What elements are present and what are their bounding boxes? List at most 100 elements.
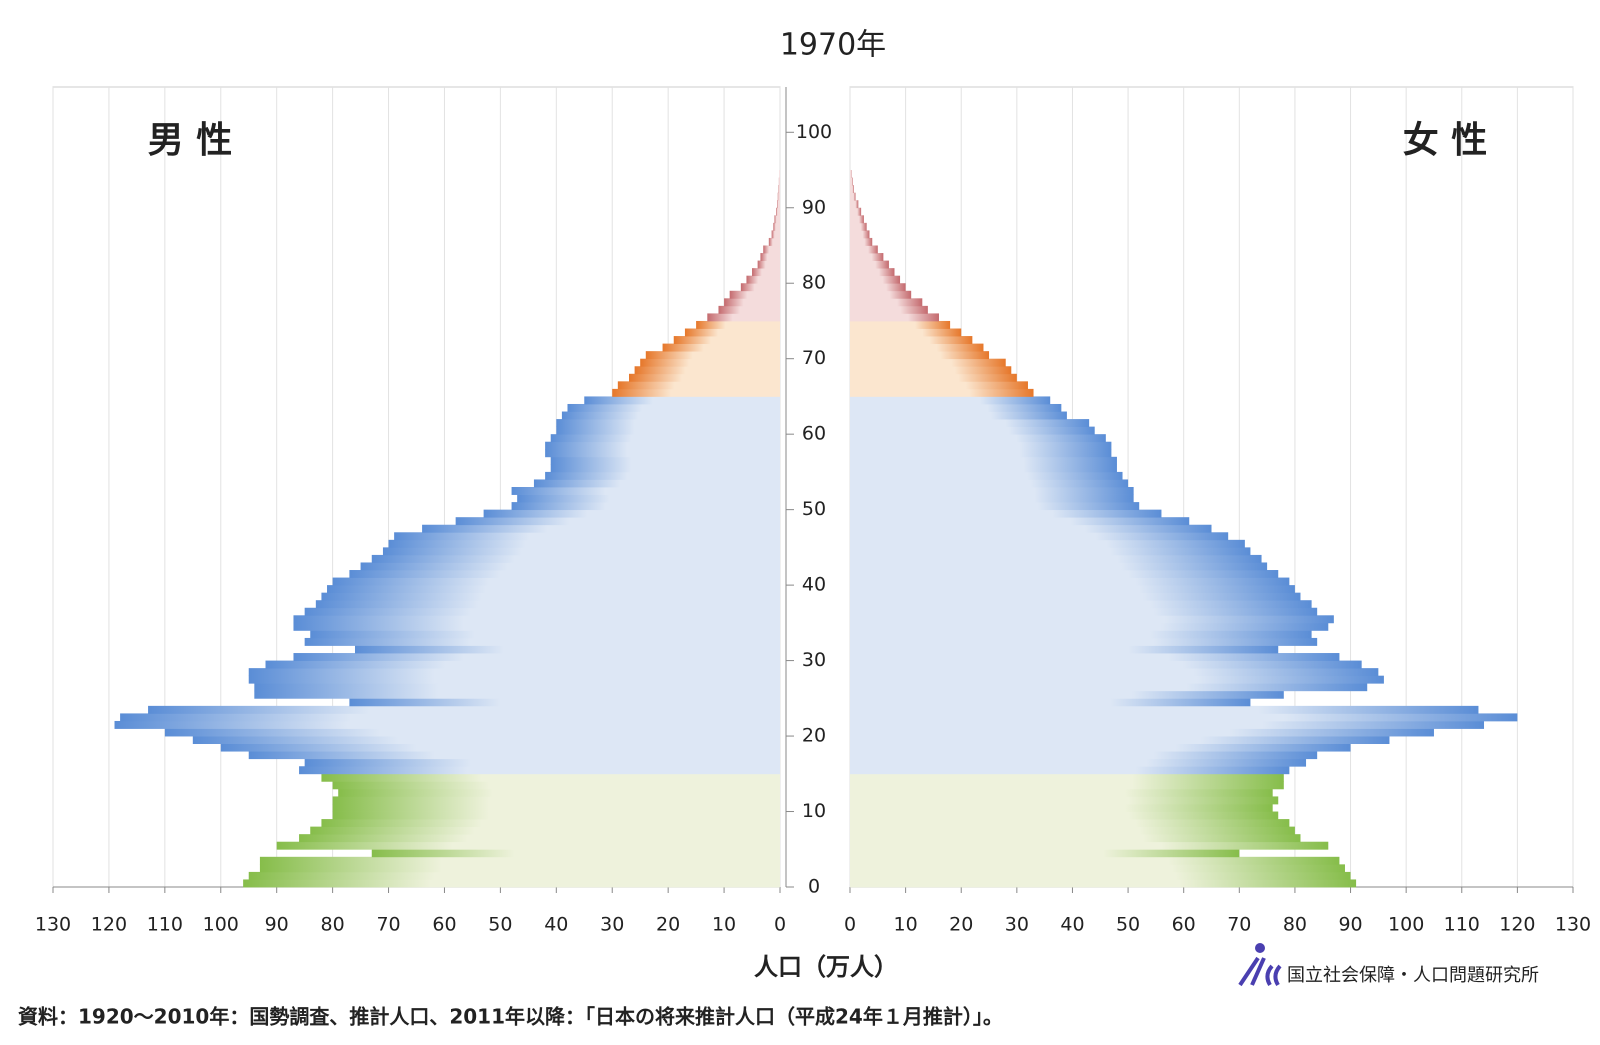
x-tick-label: 100 <box>1388 914 1424 936</box>
bar <box>850 766 1290 775</box>
x-tick-label: 10 <box>894 914 918 936</box>
y-tick-label: 40 <box>802 574 826 596</box>
bar <box>774 215 780 224</box>
bar <box>388 539 780 548</box>
bar <box>850 585 1295 594</box>
x-tick-label: 10 <box>712 914 736 936</box>
bar <box>332 811 780 820</box>
x-tick-label: 70 <box>1227 914 1251 936</box>
bar <box>850 200 859 209</box>
bar <box>850 426 1095 435</box>
bar <box>850 185 854 194</box>
bar <box>850 177 853 186</box>
chart-title: 1970年 <box>780 28 886 63</box>
bar <box>850 690 1284 699</box>
bar <box>550 434 780 443</box>
bar <box>850 260 889 269</box>
bar <box>777 192 780 201</box>
bar <box>850 351 990 360</box>
bar <box>696 320 780 329</box>
bar <box>850 381 1028 390</box>
bar <box>850 683 1368 692</box>
x-tick-label: 130 <box>1555 914 1591 936</box>
y-tick-label: 60 <box>802 423 826 445</box>
bar <box>850 502 1140 511</box>
bar <box>850 562 1268 571</box>
x-tick-label: 60 <box>1172 914 1196 936</box>
x-tick-label: 30 <box>1005 914 1029 936</box>
bar <box>850 849 1240 858</box>
bar <box>707 313 780 322</box>
bar <box>778 185 780 194</box>
bar <box>248 675 780 684</box>
bar <box>850 773 1284 782</box>
x-tick-label: 60 <box>432 914 456 936</box>
bar <box>850 268 895 277</box>
y-tick-label: 70 <box>802 347 826 369</box>
bar <box>220 743 780 752</box>
logo: 国立社会保障・人口問題研究所 <box>1238 943 1539 987</box>
bar <box>556 419 780 428</box>
x-tick-label: 0 <box>844 914 856 936</box>
bar <box>561 411 780 420</box>
bar <box>148 705 781 714</box>
x-tick-label: 110 <box>1444 914 1480 936</box>
bar <box>850 456 1117 465</box>
bar <box>315 600 780 609</box>
x-tick-label: 80 <box>321 914 345 936</box>
bar <box>360 562 780 571</box>
bar <box>746 275 780 284</box>
bar <box>850 494 1134 503</box>
bar <box>371 554 780 563</box>
bar <box>382 547 780 556</box>
bar <box>850 479 1129 488</box>
bar <box>850 615 1334 624</box>
bar <box>850 471 1123 480</box>
logo-icon <box>1238 956 1282 987</box>
x-tick-label: 50 <box>488 914 512 936</box>
bar <box>850 811 1279 820</box>
x-tick-label: 90 <box>265 914 289 936</box>
bar <box>248 751 780 760</box>
y-tick-label: 10 <box>802 800 826 822</box>
bar <box>850 358 1006 367</box>
bar <box>254 690 781 699</box>
bar <box>740 283 780 292</box>
x-tick-label: 40 <box>1060 914 1084 936</box>
bar <box>850 539 1245 548</box>
bar <box>850 758 1307 767</box>
bar <box>293 622 780 631</box>
y-tick-label: 0 <box>808 876 820 898</box>
bar <box>777 200 780 209</box>
bar <box>259 856 780 865</box>
bar <box>640 358 780 367</box>
bar <box>850 547 1251 556</box>
x-tick-label: 100 <box>203 914 239 936</box>
bar <box>850 796 1279 805</box>
x-tick-label: 120 <box>1499 914 1535 936</box>
y-tick-label: 90 <box>802 196 826 218</box>
bar <box>850 592 1301 601</box>
bar <box>684 328 780 337</box>
bar <box>771 230 780 239</box>
source-note: 資料：1920～2010年：国勢調査、推計人口、2011年以降：「日本の将来推計… <box>18 1005 1003 1029</box>
bar <box>850 222 867 231</box>
bar <box>545 471 780 480</box>
x-axis-label: 人口（万人） <box>754 953 898 981</box>
bar <box>850 487 1134 495</box>
legend-label: 男 性 <box>148 120 233 161</box>
bar <box>629 373 780 382</box>
x-tick-label: 130 <box>35 914 71 936</box>
bar <box>850 645 1279 654</box>
bar <box>545 449 780 458</box>
y-tick-label: 20 <box>802 725 826 747</box>
bar <box>850 834 1301 843</box>
bar <box>304 607 780 616</box>
x-tick-label: 50 <box>1116 914 1140 936</box>
bar <box>293 615 780 624</box>
bar <box>850 698 1251 707</box>
bar <box>850 275 901 284</box>
bar <box>850 434 1106 443</box>
bar <box>850 637 1318 646</box>
bar <box>567 403 780 412</box>
